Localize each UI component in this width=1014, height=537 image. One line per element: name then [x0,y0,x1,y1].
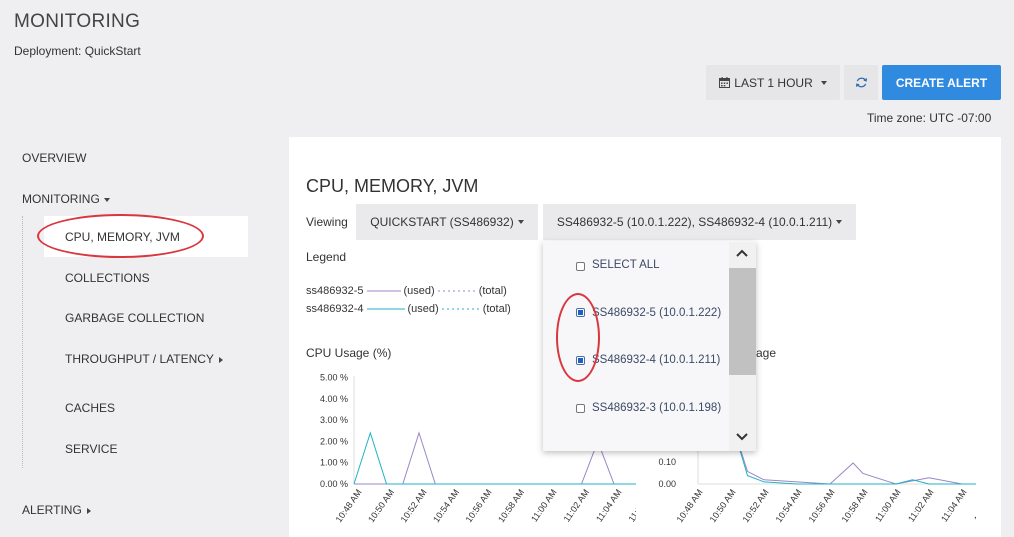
timezone-label: Time zone: UTC -07:00 [867,111,992,125]
refresh-button[interactable] [844,65,878,100]
calendar-icon [719,77,731,88]
annotation-oval [556,293,600,382]
node-option[interactable]: SS486932-5 (10.0.1.222) [592,307,722,319]
nodes-select-value: SS486932-5 (10.0.1.222), SS486932-4 (10.… [556,215,833,229]
x-tick-label: 10:56 AM [807,487,837,524]
sidebar-item-monitoring[interactable]: MONITORING [22,192,110,206]
legend-total-line [437,290,476,292]
y-tick-label: 5.00 % [320,373,348,383]
series-line [736,440,976,485]
x-tick-label: 11:02 AM [562,487,592,523]
sidebar-item-collections[interactable]: COLLECTIONS [65,271,150,285]
scroll-down-icon[interactable] [735,432,749,442]
sidebar-item-label: THROUGHPUT / LATENCY [65,352,214,366]
x-tick-label: 10:54 AM [431,487,461,524]
x-tick-label: 11:04 AM [594,487,624,523]
legend-used-label: (used) [403,285,435,297]
create-alert-button[interactable]: CREATE ALERT [882,65,1001,100]
cpu-usage-chart: 0.00 % 1.00 % 2.00 % 3.00 % 4.00 % 5.00 % 10:4… [320,373,636,524]
nodes-select[interactable]: SS486932-5 (10.0.1.222), SS486932-4 (10.… [543,204,856,240]
y-tick-label: 2.00 % [320,436,348,446]
legend-series-name: ss486932-5 [306,285,364,297]
y-tick-label: 0.00 [658,479,676,489]
cpu-chart-title: CPU Usage (%) [306,346,392,360]
y-tick-label: 0.10 [658,457,676,467]
y-tick-label: 4.00 % [320,394,348,404]
legend-item: ss486932-4 (used) (total) [306,303,511,315]
chevron-down-icon [517,220,524,224]
chevron-down-icon [103,197,110,202]
chevron-down-icon [820,80,827,85]
x-tick-label: 10:48 AM [675,487,705,524]
x-tick-label: 11:00 AM [873,487,903,523]
legend-used-line [366,290,401,292]
sidebar-item-caches[interactable]: CACHES [65,401,116,415]
select-all-option[interactable]: SELECT ALL [592,259,660,271]
sidebar-item-service[interactable]: SERVICE [65,442,118,456]
node-checkbox[interactable] [576,404,585,413]
legend-series-name: ss486932-4 [306,303,364,315]
legend-item: ss486932-5 (used) (total) [306,285,507,297]
y-tick-label: 0.00 % [320,479,348,489]
refresh-icon [855,77,867,88]
select-all-checkbox[interactable] [576,262,585,271]
section-title: CPU, MEMORY, JVM [306,176,479,196]
x-tick-label: 11:04 AM [939,487,969,523]
x-tick-label: 10:58 AM [496,487,526,524]
deployment-label: Deployment: QuickStart [14,44,141,58]
legend-used-label: (used) [407,303,439,315]
submenu-divider [22,216,23,468]
x-tick-label: 11:00 AM [529,487,559,523]
x-tick-label: 10:52 AM [399,487,429,524]
second-chart-title: age [756,346,777,360]
x-tick-label: 11:06 AM [627,487,636,523]
viewing-label: Viewing [306,215,348,229]
x-tick-label: 10:50 AM [708,487,738,524]
cluster-select-value: QUICKSTART (SS486932) [370,215,514,229]
sidebar-item-alerting[interactable]: ALERTING [22,503,91,517]
chevron-right-icon [86,507,91,514]
series-line [353,431,636,485]
cluster-select[interactable]: QUICKSTART (SS486932) [356,204,538,240]
y-tick-label: 1.00 % [320,458,348,468]
x-tick-label: 10:48 AM [334,487,364,524]
x-tick-label: 10:54 AM [774,487,804,524]
sidebar-item-overview[interactable]: OVERVIEW [22,151,87,165]
x-tick-label: 11:06 AM [972,487,976,523]
scroll-up-icon[interactable] [735,248,749,258]
sidebar-item-garbage-collection[interactable]: GARBAGE COLLECTION [65,311,205,325]
chevron-down-icon [836,220,843,224]
x-tick-label: 10:56 AM [464,487,494,524]
annotation-oval [37,214,204,258]
y-tick-label: 3.00 % [320,415,348,425]
time-range-label: LAST 1 HOUR [734,75,813,90]
sidebar-item-label: ALERTING [22,503,82,517]
time-range-button[interactable]: LAST 1 HOUR [706,65,840,100]
x-tick-label: 10:52 AM [741,487,771,524]
node-option[interactable]: SS486932-3 (10.0.1.198) [592,402,722,414]
page-title: MONITORING [14,11,141,32]
series-line [736,440,963,485]
legend-total-line [441,308,480,310]
sidebar-item-throughput-latency[interactable]: THROUGHPUT / LATENCY [65,352,223,366]
scrollbar-thumb[interactable] [729,268,756,375]
x-tick-label: 10:50 AM [366,487,396,524]
legend-title: Legend [306,250,347,264]
x-tick-label: 10:58 AM [840,487,870,524]
sidebar-item-label: MONITORING [22,192,100,206]
chevron-right-icon [218,356,223,363]
legend-total-label: (total) [478,285,507,297]
legend-total-label: (total) [482,303,511,315]
node-option[interactable]: SS486932-4 (10.0.1.211) [592,354,721,366]
x-tick-label: 11:02 AM [906,487,936,523]
second-chart: 0.00 0.10 10:48 AM 10:50 AM 10:52 AM 10:54 AM… [658,440,976,524]
legend-used-line [366,308,405,310]
